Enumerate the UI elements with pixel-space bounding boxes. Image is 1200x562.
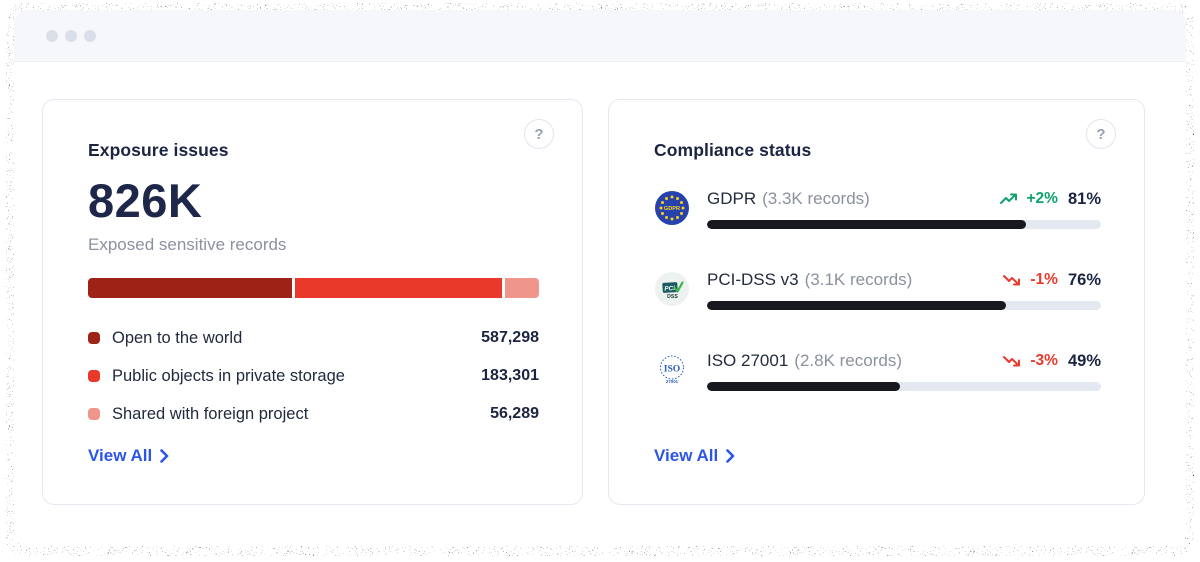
- compliance-row-header: ISO 27001 (2.8K records) -3% 49%: [707, 351, 1101, 371]
- trend-up-icon: [999, 193, 1017, 204]
- window-titlebar: [14, 10, 1186, 62]
- compliance-name: ISO 27001: [707, 351, 789, 370]
- svg-text:ISO: ISO: [664, 364, 681, 375]
- view-all-link[interactable]: View All: [88, 446, 169, 466]
- view-all-link[interactable]: View All: [654, 446, 735, 466]
- window-traffic-dots: [46, 29, 96, 42]
- iso-27001-logo-icon: ISO 27001: [655, 353, 689, 387]
- compliance-records: (2.8K records): [794, 351, 902, 370]
- compliance-row-iso-27001: ISO 27001 ISO 27001 (2.8K records): [654, 351, 1101, 391]
- legend-row: Open to the world 587,298: [88, 319, 539, 357]
- help-icon[interactable]: ?: [1086, 119, 1116, 149]
- view-all-label: View All: [88, 446, 153, 465]
- compliance-records: (3.1K records): [804, 270, 913, 289]
- compliance-status-card: ? Compliance status: [608, 99, 1145, 505]
- compliance-trend-group: +2% 81%: [999, 189, 1101, 209]
- legend-bullet-icon: [88, 408, 100, 420]
- compliance-percent: 49%: [1067, 351, 1101, 370]
- window-dot-close[interactable]: [46, 29, 58, 42]
- window-dot-zoom[interactable]: [84, 29, 96, 42]
- svg-text:PCI: PCI: [664, 285, 675, 293]
- bar-segment-public-objects: [295, 278, 502, 298]
- trend-down-icon: [1003, 356, 1021, 367]
- compliance-row-gdpr: GDPR GDPR (3.3K records): [654, 189, 1101, 229]
- legend-value: 183,301: [481, 367, 539, 384]
- card-title: Exposure issues: [88, 140, 229, 160]
- compliance-progress-fill: [707, 220, 1027, 229]
- compliance-progress-track: [707, 220, 1101, 229]
- legend-label: Shared with foreign project: [112, 404, 309, 423]
- compliance-records: (3.3K records): [762, 189, 870, 208]
- compliance-progress-fill: [707, 301, 1007, 310]
- legend-row: Public objects in private storage 183,30…: [88, 357, 539, 395]
- compliance-row-pci-dss: PCI DSS PCI-DSS v3 (3.1K records): [654, 270, 1101, 310]
- legend-value: 56,289: [490, 405, 539, 422]
- gdpr-logo-icon: GDPR: [655, 191, 689, 225]
- compliance-name: GDPR: [707, 189, 757, 208]
- compliance-progress-track: [707, 301, 1101, 310]
- help-icon[interactable]: ?: [524, 119, 554, 149]
- compliance-progress-track: [707, 382, 1101, 391]
- compliance-trend-group: -3% 49%: [1002, 352, 1101, 371]
- trend-percent: +2%: [1026, 190, 1058, 207]
- legend-bullet-icon: [88, 370, 100, 382]
- compliance-row-header: PCI-DSS v3 (3.1K records) -1% 76%: [707, 270, 1101, 290]
- exposure-legend: Open to the world 587,298 Public objects…: [88, 319, 539, 433]
- compliance-row-main: GDPR (3.3K records) +2% 81%: [707, 189, 1101, 229]
- legend-bullet-icon: [88, 332, 100, 344]
- bar-segment-open-to-world: [88, 278, 293, 298]
- trend-percent: -3%: [1030, 352, 1058, 369]
- svg-text:DSS: DSS: [667, 294, 678, 300]
- svg-text:27001: 27001: [666, 379, 679, 384]
- legend-label: Open to the world: [112, 328, 243, 347]
- bar-segment-shared-foreign: [504, 278, 540, 298]
- legend-value: 587,298: [481, 329, 539, 346]
- compliance-row-main: ISO 27001 (2.8K records) -3% 49%: [707, 351, 1101, 391]
- exposure-issues-card: ? Exposure issues 826K Exposed sensitive…: [42, 99, 583, 505]
- view-all-label: View All: [654, 446, 719, 465]
- exposed-records-metric: 826K: [88, 174, 203, 227]
- card-title: Compliance status: [654, 140, 812, 160]
- svg-text:GDPR: GDPR: [664, 206, 680, 212]
- legend-label: Public objects in private storage: [112, 366, 345, 385]
- trend-down-icon: [1003, 275, 1021, 286]
- compliance-percent: 81%: [1067, 189, 1101, 208]
- exposed-records-metric-label: Exposed sensitive records: [88, 235, 287, 254]
- pci-dss-logo-icon: PCI DSS: [655, 272, 689, 306]
- compliance-row-main: PCI-DSS v3 (3.1K records) -1% 76%: [707, 270, 1101, 310]
- compliance-row-header: GDPR (3.3K records) +2% 81%: [707, 189, 1101, 209]
- trend-percent: -1%: [1030, 271, 1058, 288]
- compliance-progress-fill: [707, 382, 901, 391]
- compliance-rows: GDPR GDPR (3.3K records): [654, 189, 1101, 391]
- app-window: ? Exposure issues 826K Exposed sensitive…: [14, 10, 1186, 546]
- chevron-right-icon: [726, 449, 735, 463]
- chevron-right-icon: [160, 449, 169, 463]
- compliance-percent: 76%: [1067, 270, 1101, 289]
- compliance-name: PCI-DSS v3: [707, 270, 799, 289]
- compliance-trend-group: -1% 76%: [1002, 271, 1101, 290]
- window-dot-minimize[interactable]: [65, 29, 77, 42]
- legend-row: Shared with foreign project 56,289: [88, 395, 539, 433]
- dashboard-cards: ? Exposure issues 826K Exposed sensitive…: [42, 99, 1145, 505]
- exposure-stacked-bar: [88, 278, 540, 298]
